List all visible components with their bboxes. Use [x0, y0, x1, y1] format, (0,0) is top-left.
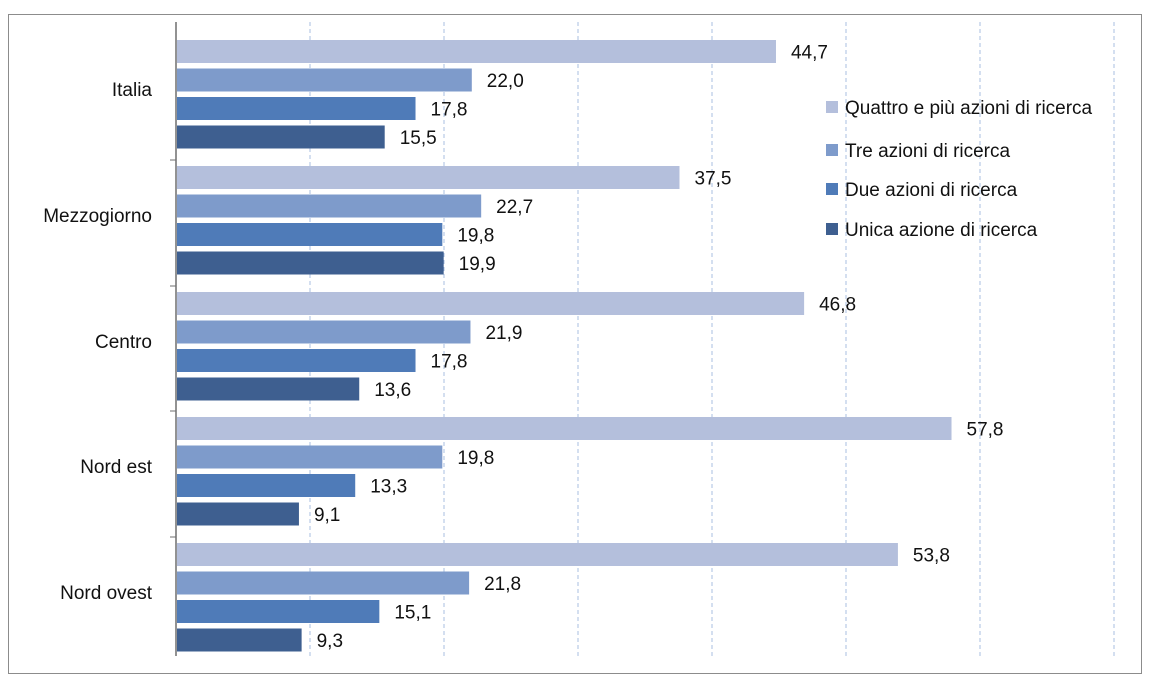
category-label: Mezzogiorno — [43, 206, 152, 227]
value-label: 17,8 — [431, 352, 468, 373]
value-label: 13,3 — [370, 477, 407, 498]
bar — [177, 628, 302, 652]
bar — [177, 571, 470, 595]
bar — [177, 223, 443, 246]
bar — [177, 445, 443, 469]
category-label: Italia — [112, 80, 153, 101]
bar — [177, 377, 360, 401]
bar — [177, 68, 472, 92]
value-label: 13,6 — [374, 380, 411, 401]
value-label: 19,8 — [457, 226, 494, 247]
value-label: 53,8 — [913, 546, 950, 567]
value-label: 37,5 — [695, 169, 732, 190]
value-label: 57,8 — [967, 420, 1004, 441]
value-label: 21,8 — [484, 574, 521, 595]
bar — [177, 543, 898, 566]
legend-label: Due azioni di ricerca — [845, 180, 1018, 201]
legend: Quattro e più azioni di ricerca Tre azion… — [826, 98, 1093, 241]
legend-swatch — [826, 144, 838, 156]
legend-swatch — [826, 101, 838, 113]
bar — [177, 320, 471, 344]
value-label: 22,7 — [496, 197, 533, 218]
bar — [177, 251, 444, 275]
value-label: 15,5 — [400, 128, 437, 149]
bar — [177, 417, 952, 440]
bar — [177, 292, 805, 315]
bar-chart: 44,722,017,815,537,522,719,819,946,821,9… — [43, 22, 1115, 656]
value-label: 44,7 — [791, 43, 828, 64]
value-label: 46,8 — [819, 295, 856, 316]
bar — [177, 194, 482, 218]
bar — [177, 349, 416, 372]
category-label: Centro — [95, 332, 152, 353]
bar — [177, 125, 385, 149]
bar — [177, 600, 380, 623]
value-label: 19,8 — [457, 448, 494, 469]
bar — [177, 40, 776, 63]
value-labels: 44,722,017,815,537,522,719,819,946,821,9… — [314, 43, 1004, 653]
value-label: 9,3 — [317, 631, 343, 652]
category-label: Nord est — [80, 457, 153, 478]
value-label: 17,8 — [431, 100, 468, 121]
value-label: 21,9 — [485, 323, 522, 344]
bars — [177, 40, 952, 652]
bar — [177, 474, 356, 497]
bar — [177, 97, 416, 120]
legend-label: Unica azione di ricerca — [845, 220, 1038, 241]
value-label: 22,0 — [487, 71, 524, 92]
category-labels: Italia Mezzogiorno Centro Nord est Nord oves… — [43, 80, 153, 604]
category-label: Nord ovest — [60, 583, 153, 604]
legend-label: Quattro e più azioni di ricerca — [845, 98, 1093, 119]
legend-swatch — [826, 223, 838, 235]
bar — [177, 166, 680, 189]
value-label: 19,9 — [459, 254, 496, 275]
legend-label: Tre azioni di ricerca — [845, 141, 1011, 162]
bar — [177, 502, 299, 526]
value-label: 9,1 — [314, 505, 340, 526]
value-label: 15,1 — [394, 603, 431, 624]
legend-swatch — [826, 183, 838, 195]
